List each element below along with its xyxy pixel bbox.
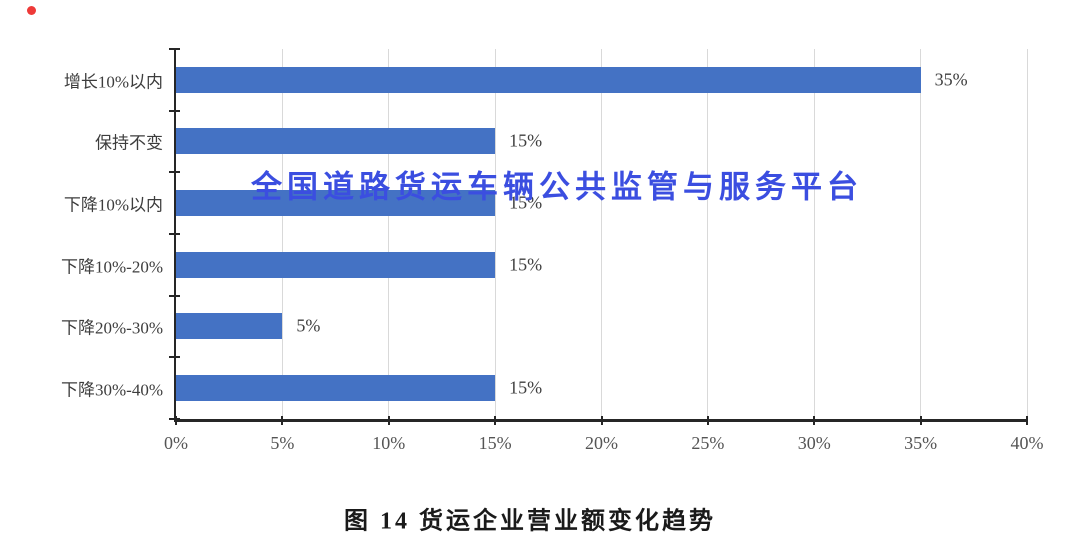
gridline	[707, 49, 709, 419]
y-axis-tick	[169, 48, 180, 50]
gridline	[920, 49, 922, 419]
x-axis-tick-label: 15%	[478, 433, 512, 453]
watermark-text: 全国道路货运车辆公共监管与服务平台	[251, 169, 863, 205]
bar	[176, 128, 496, 155]
data-label: 35%	[934, 69, 968, 90]
x-axis-tick	[175, 416, 177, 425]
bar-row: 保持不变 15%	[95, 111, 1027, 173]
x-axis-tick-label: 40%	[1010, 433, 1044, 453]
x-axis-tick	[600, 416, 603, 425]
y-axis-tick	[169, 294, 180, 297]
red-dot-indicator	[27, 6, 36, 15]
data-label: 15%	[509, 130, 543, 151]
x-axis-tick-label: 10%	[372, 433, 406, 453]
x-axis-tick	[281, 416, 284, 425]
category-label: 下降30%-40%	[61, 380, 163, 400]
data-label: 15%	[509, 192, 543, 213]
x-axis-tick-label: 5%	[270, 433, 295, 453]
gridline	[494, 49, 496, 419]
bar	[176, 66, 921, 93]
bar	[176, 375, 496, 402]
bar	[176, 313, 283, 340]
x-axis-tick	[919, 416, 922, 425]
x-axis-tick	[387, 416, 390, 425]
category-label: 增长10%以内	[63, 72, 163, 92]
data-label: 15%	[509, 377, 543, 398]
gridline	[1026, 49, 1028, 419]
x-axis-tick-label: 0%	[164, 433, 188, 453]
x-axis-tick-label: 30%	[797, 433, 831, 453]
gridline	[388, 49, 390, 419]
x-axis-tick-label: 25%	[691, 433, 725, 453]
y-axis-tick	[169, 109, 180, 112]
bar-row: 下降10%-20% 15%	[61, 234, 1027, 296]
y-axis-tick	[169, 356, 180, 359]
x-axis-tick	[494, 416, 497, 425]
category-label: 保持不变	[95, 133, 163, 153]
chart-caption: 图 14 货运企业营业额变化趋势	[344, 508, 716, 535]
bar-row: 下降20%-30% 5%	[61, 296, 1027, 358]
y-axis-tick	[169, 233, 180, 235]
bar-row: 下降10%以内 15%	[64, 172, 1027, 234]
category-label: 下降20%-30%	[61, 318, 163, 338]
bar	[176, 190, 496, 217]
category-label: 下降10%-20%	[61, 257, 163, 277]
x-axis-tick-label: 35%	[904, 433, 938, 453]
bar-chart: 增长10%以内 35% 保持不变 15% 下降10%以内 15% 下降10%-20% 15% 下…	[61, 48, 1044, 453]
gridline	[601, 49, 602, 419]
gridline	[281, 49, 283, 419]
category-label: 下降10%以内	[63, 195, 163, 215]
data-label: 5%	[296, 315, 321, 336]
x-axis-tick	[1026, 416, 1028, 425]
gridline	[813, 49, 815, 419]
x-axis-tick-labels: 0% 5% 10% 15% 20% 25% 30% 35% 40%	[164, 419, 1044, 453]
bar-row: 下降30%-40% 15%	[61, 357, 1027, 419]
bar	[176, 251, 496, 278]
data-label: 15%	[509, 254, 543, 275]
y-axis-tick	[169, 171, 180, 174]
x-axis-tick	[813, 416, 816, 425]
bar-row: 增长10%以内 35%	[64, 49, 1027, 111]
y-axis-tick	[169, 418, 180, 420]
x-axis-tick	[706, 416, 709, 425]
x-axis-tick-label: 20%	[585, 433, 618, 453]
